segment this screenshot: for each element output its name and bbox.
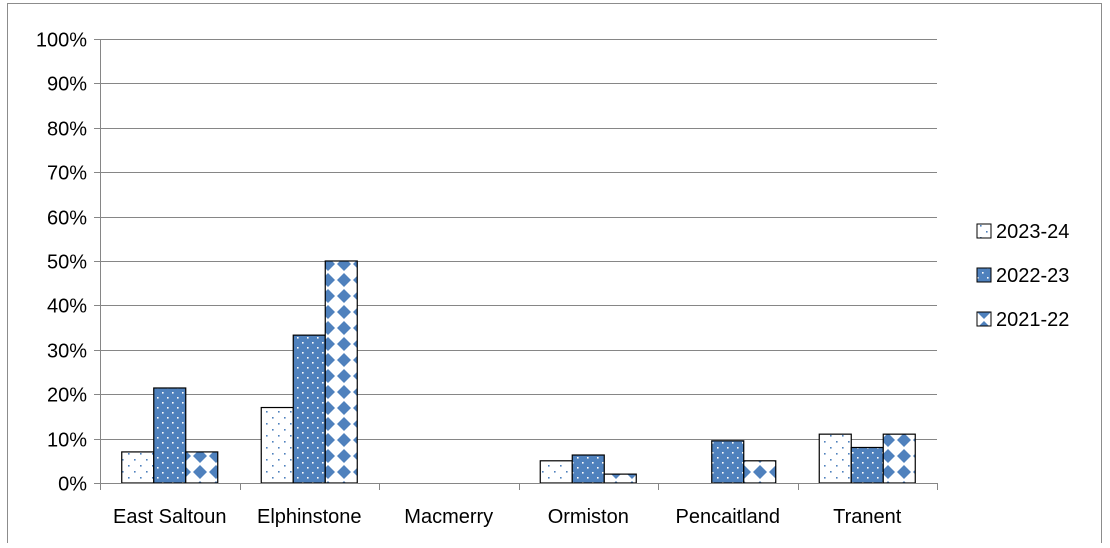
y-tick-label: 50% — [47, 252, 87, 274]
y-tick-label: 40% — [47, 296, 87, 318]
y-tick-label: 20% — [47, 385, 87, 407]
y-tick-label: 80% — [47, 119, 87, 141]
x-tick-label: Pencaitland — [675, 506, 780, 528]
bar-2022-23-ormiston — [571, 454, 605, 484]
bar-2021-22-ormiston — [603, 473, 637, 484]
bar-2021-22-east-saltoun — [185, 451, 219, 484]
x-tick-label: Elphinstone — [257, 506, 362, 528]
y-tick-label: 100% — [36, 30, 87, 52]
legend-label: 2022-23 — [996, 265, 1069, 287]
x-tick-label: East Saltoun — [113, 506, 226, 528]
y-tick-label: 10% — [47, 430, 87, 452]
y-tick-label: 30% — [47, 341, 87, 363]
bar-2023-24-east-saltoun — [121, 451, 155, 484]
x-tick-label: Macmerry — [404, 506, 493, 528]
y-tick-label: 60% — [47, 208, 87, 230]
legend-swatch — [976, 223, 992, 239]
x-tick-label: Ormiston — [548, 506, 629, 528]
y-tick-label: 90% — [47, 74, 87, 96]
bar-2022-23-tranent — [850, 446, 884, 484]
chart-outer-border — [7, 3, 1102, 548]
x-tick-label: Tranent — [833, 506, 902, 528]
bar-2021-22-elphinstone — [324, 260, 358, 484]
legend-label: 2023-24 — [996, 221, 1069, 243]
bar-2023-24-elphinstone — [260, 406, 294, 484]
legend-swatch — [976, 311, 992, 327]
bar-2022-23-east-saltoun — [153, 387, 187, 484]
y-tick-label: 0% — [58, 474, 87, 496]
y-tick-label: 70% — [47, 163, 87, 185]
bar-2023-24-ormiston — [539, 460, 573, 484]
bar-2023-24-tranent — [818, 433, 852, 484]
legend-swatch — [976, 267, 992, 283]
bar-2022-23-pencaitland — [711, 440, 745, 484]
bar-2021-22-pencaitland — [743, 460, 777, 484]
legend-label: 2021-22 — [996, 309, 1069, 331]
bar-2022-23-elphinstone — [292, 334, 326, 484]
bar-2021-22-tranent — [882, 433, 916, 484]
